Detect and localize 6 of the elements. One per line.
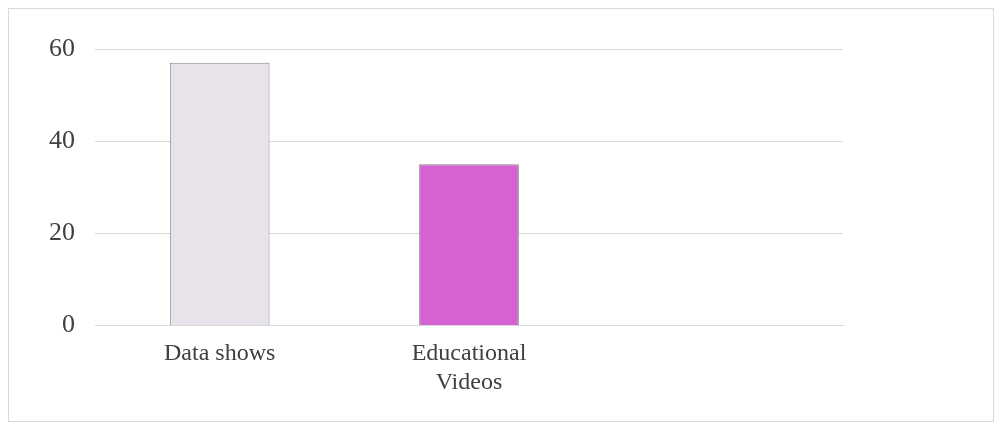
y-tick-label: 40 [49,124,75,154]
x-tick-label: Data shows [164,339,276,366]
y-tick-label: 0 [62,309,75,339]
y-tick-label: 60 [49,32,75,62]
x-tick-label: Educational Videos [411,339,527,394]
y-tick-label: 20 [49,217,75,247]
